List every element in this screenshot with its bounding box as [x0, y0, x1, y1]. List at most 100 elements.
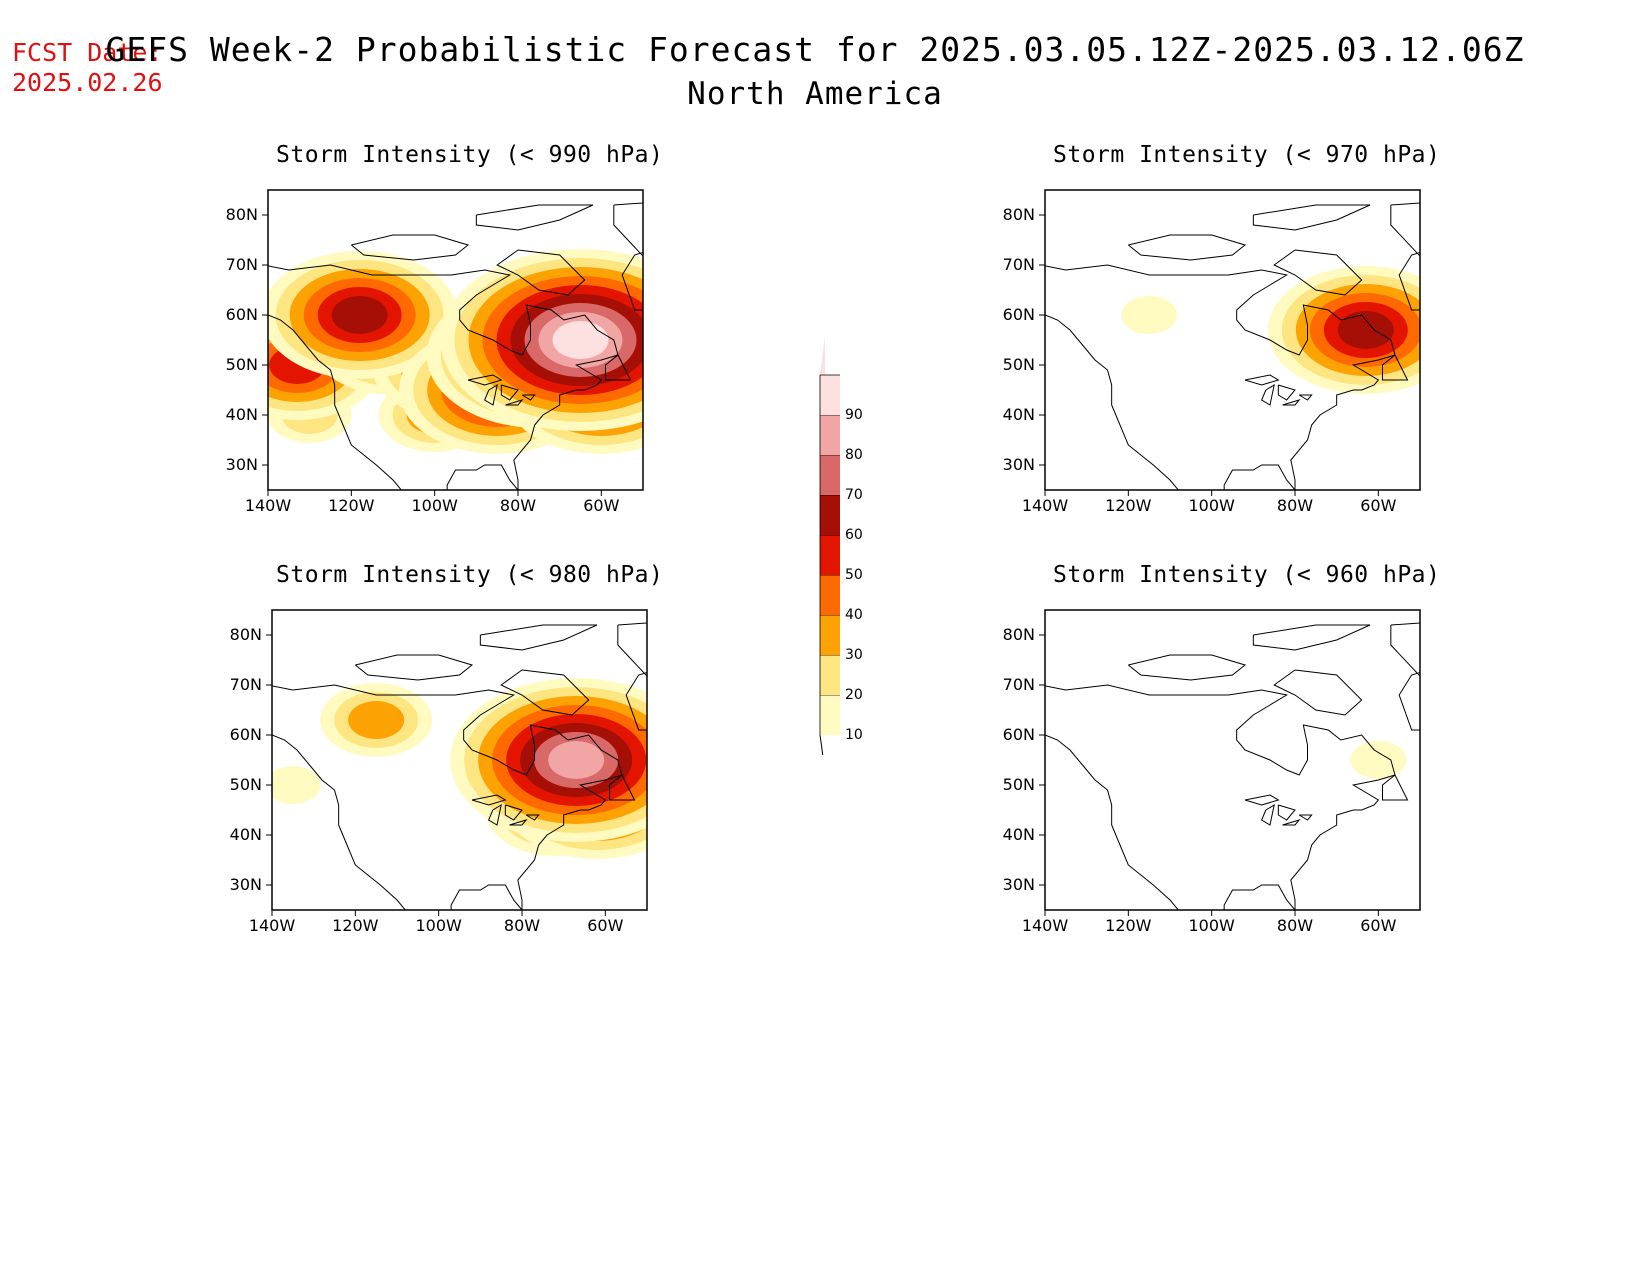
- map-svg: [266, 609, 648, 916]
- map-frame: [271, 609, 648, 911]
- legend-label: 70: [845, 487, 863, 503]
- lat-tick-label: 50N: [1002, 775, 1035, 794]
- island-outline: [351, 234, 470, 261]
- fcst-date-label: FCST Date:: [12, 38, 163, 67]
- lat-tick-label: 50N: [1002, 355, 1035, 374]
- page-subtitle: North America: [687, 76, 943, 112]
- legend-swatch: [820, 455, 840, 495]
- lat-tick-label: 30N: [225, 455, 258, 474]
- probability-contour: [272, 766, 321, 804]
- lon-tick-label: 120W: [328, 496, 375, 515]
- coastline: [1045, 684, 1396, 910]
- lon-tick-label: 120W: [1105, 496, 1152, 515]
- lat-tick-label: 60N: [229, 725, 262, 744]
- lon-tick-label: 80W: [1276, 916, 1314, 935]
- map-panel-970: 80N 70N 60N 50N 40N 30N 140W 120W 100W 80W 60W: [1003, 189, 1421, 515]
- lake-outline: [521, 394, 536, 401]
- map-svg: [1039, 609, 1421, 916]
- island-outline: [617, 622, 647, 731]
- color-legend: 10 20 30 40 50 60 70 80 90: [815, 335, 875, 776]
- legend-label: 60: [845, 527, 863, 543]
- legend-label: 50: [845, 567, 863, 583]
- lon-tick-label: 60W: [583, 496, 620, 515]
- lon-tick-label: 120W: [1105, 916, 1152, 935]
- legend-swatch: [820, 615, 840, 655]
- legend-label: 10: [845, 727, 863, 743]
- lake-outline: [1261, 383, 1275, 406]
- lon-tick-label: 60W: [1360, 496, 1397, 515]
- map-svg: [1039, 189, 1421, 496]
- lat-tick-label: 30N: [1002, 455, 1035, 474]
- lon-tick-label: 100W: [411, 496, 458, 515]
- lon-tick-label: 140W: [244, 496, 292, 515]
- island-outline: [1382, 354, 1409, 381]
- island-outline: [479, 624, 598, 651]
- probability-contour: [1350, 741, 1407, 779]
- map-frame: [1044, 189, 1421, 491]
- lake-outline: [1277, 384, 1296, 401]
- island-outline: [1252, 204, 1371, 231]
- lon-tick-label: 80W: [1276, 496, 1314, 515]
- lat-tick-label: 30N: [1002, 875, 1035, 894]
- lat-tick-label: 70N: [229, 675, 262, 694]
- lon-tick-label: 140W: [1021, 496, 1069, 515]
- island-outline: [475, 204, 594, 231]
- lon-tick-label: 80W: [499, 496, 537, 515]
- panel-title-980: Storm Intensity (< 980 hPa): [276, 562, 664, 588]
- lat-tick-label: 80N: [225, 205, 258, 224]
- map-layer: [268, 202, 643, 490]
- lake-outline: [471, 794, 507, 806]
- panel-title-960: Storm Intensity (< 960 hPa): [1053, 562, 1441, 588]
- lake-outline: [500, 384, 519, 401]
- probability-contour: [1337, 311, 1394, 349]
- coastline: [268, 264, 619, 490]
- island-outline: [1273, 249, 1363, 296]
- legend-swatch: [820, 375, 840, 415]
- lat-tick-label: 40N: [1002, 825, 1035, 844]
- map-panel-960: 80N 70N 60N 50N 40N 30N 140W 120W 100W 80W 60W: [1003, 609, 1421, 935]
- map-svg: [262, 189, 644, 496]
- legend-label: 80: [845, 447, 863, 463]
- lat-tick-label: 70N: [1002, 675, 1035, 694]
- island-outline: [500, 669, 590, 716]
- legend-swatch: [820, 495, 840, 535]
- legend-label: 20: [845, 687, 863, 703]
- island-outline: [355, 654, 474, 681]
- lat-tick-label: 70N: [1002, 255, 1035, 274]
- lon-tick-label: 80W: [503, 916, 541, 935]
- legend-cap-top: [820, 335, 825, 375]
- lake-outline: [467, 374, 503, 386]
- lat-tick-label: 50N: [229, 775, 262, 794]
- lat-tick-label: 80N: [229, 625, 262, 644]
- lake-outline: [509, 819, 528, 826]
- lake-outline: [1261, 803, 1275, 826]
- legend-cap-bottom: [819, 734, 826, 776]
- lake-outline: [504, 804, 523, 821]
- lake-outline: [1244, 374, 1280, 386]
- map-panel-990: 80N 70N 60N 50N 40N 30N 140W 120W 100W 80W 60W: [226, 189, 644, 515]
- island-outline: [1128, 234, 1247, 261]
- lake-outline: [484, 383, 498, 406]
- lake-outline: [1298, 814, 1313, 821]
- map-layer: [272, 622, 647, 910]
- lon-tick-label: 60W: [587, 916, 624, 935]
- probability-contour: [552, 321, 609, 359]
- lon-tick-label: 60W: [1360, 916, 1397, 935]
- lake-outline: [488, 803, 502, 826]
- lat-tick-label: 30N: [229, 875, 262, 894]
- lat-tick-label: 70N: [225, 255, 258, 274]
- legend-label: 40: [845, 607, 863, 623]
- lat-tick-label: 80N: [1002, 625, 1035, 644]
- lat-tick-label: 80N: [1002, 205, 1035, 224]
- island-outline: [1128, 654, 1247, 681]
- lat-tick-label: 60N: [1002, 725, 1035, 744]
- panel-title-970: Storm Intensity (< 970 hPa): [1053, 142, 1441, 168]
- lat-tick-label: 40N: [225, 405, 258, 424]
- lon-tick-label: 100W: [1188, 916, 1235, 935]
- lake-outline: [1282, 819, 1301, 826]
- lat-tick-label: 50N: [225, 355, 258, 374]
- island-outline: [1252, 624, 1371, 651]
- island-outline: [605, 354, 632, 381]
- fcst-date: FCST Date: 2025.02.26: [12, 38, 163, 98]
- lon-tick-label: 100W: [415, 916, 462, 935]
